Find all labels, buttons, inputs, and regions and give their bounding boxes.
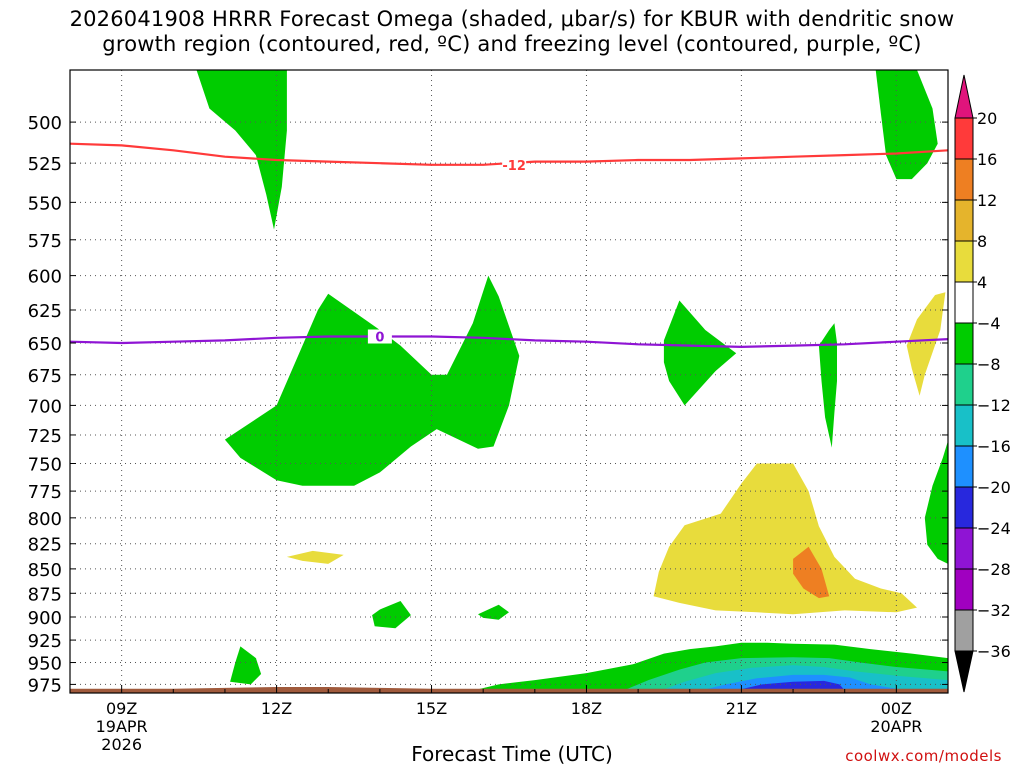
credit-link[interactable]: coolwx.com/models [845,747,1002,765]
colorbar-label-3: 8 [977,232,987,251]
y-axis: 500 525 550 575 600 625 650 675 700 725 750 775 800 8… [28,113,948,696]
omega-region-17 [286,550,344,564]
colorbar-band-0 [954,117,974,160]
y-tick-label-875: 875 [28,584,62,605]
colorbar-label-7: −12 [977,396,1011,415]
contour-layer: -12 0 [70,142,948,349]
y-tick-label-625: 625 [28,301,62,322]
omega-region-6 [372,601,411,629]
omega-region-20 [70,687,948,693]
y-tick-label-525: 525 [28,154,62,175]
colorbar-label-2: 12 [977,191,997,210]
colorbar-label-9: −20 [977,478,1011,497]
y-tick-label-725: 725 [28,426,62,447]
omega-region-8 [230,646,262,685]
colorbar-band-8 [954,445,974,488]
omega-region-4 [818,323,837,448]
colorbar-label-10: −24 [977,519,1011,538]
omega-region-5 [924,440,948,564]
y-tick-label-775: 775 [28,482,62,503]
x-tick-label-12-0: 12Z [261,699,292,718]
x-tick-label-9-0: 09Z [106,699,137,718]
colorbar-label-5: −4 [977,314,1001,333]
y-tick-label-800: 800 [28,509,62,530]
colorbar-band-6 [954,363,974,406]
colorbar-label-4: 4 [977,273,987,292]
y-tick-label-975: 975 [28,675,62,696]
omega-region-3 [663,300,737,406]
y-tick-label-950: 950 [28,654,62,675]
omega-region-16 [793,546,830,599]
x-tick-label-9-1: 19APR [96,717,148,736]
x-tick-label-24-1: 20APR [870,717,922,736]
x-tick-label-18-0: 18Z [571,699,602,718]
y-tick-label-850: 850 [28,560,62,581]
colorbar-bottom-arrow [954,650,974,693]
colorbar-band-4 [954,281,974,324]
omega-region-2 [224,275,520,486]
x-tick-label-15-0: 15Z [416,699,447,718]
freezing-contour-label: 0 [375,331,384,346]
omega-region-15 [653,463,917,615]
colorbar: 20 16 12 8 4 −4 −8 −12 −16 −20 −24 −28 −32 −36 [954,74,1011,693]
omega-shading-layer [70,70,948,693]
y-tick-label-700: 700 [28,396,62,417]
colorbar-band-12 [954,609,974,652]
plot-frame [69,69,949,694]
colorbar-label-11: −28 [977,560,1011,579]
colorbar-band-3 [954,240,974,283]
omega-region-0 [196,70,287,230]
colorbar-label-6: −8 [977,355,1001,374]
y-tick-label-825: 825 [28,535,62,556]
colorbar-band-11 [954,568,974,611]
omega-region-18 [906,292,946,396]
y-tick-label-600: 600 [28,267,62,288]
y-tick-label-925: 925 [28,631,62,652]
chart-title-line-2: growth region (contoured, red, ºC) and f… [102,32,922,56]
colorbar-top-arrow [954,74,974,119]
dendritic-contour-label: -12 [502,159,526,174]
chart-title-line-1: 2026041908 HRRR Forecast Omega (shaded, … [69,7,955,31]
x-tick-label-9-2: 2026 [101,735,142,754]
y-tick-label-675: 675 [28,366,62,387]
colorbar-label-0: 20 [977,109,997,128]
y-tick-label-900: 900 [28,608,62,629]
x-tick-label-24-0: 00Z [881,699,912,718]
y-tick-label-500: 500 [28,113,62,134]
colorbar-band-7 [954,404,974,447]
omega-region-13 [736,680,845,691]
colorbar-band-5 [954,322,974,365]
colorbar-band-9 [954,486,974,529]
colorbar-label-12: −32 [977,601,1011,620]
colorbar-label-1: 16 [977,150,997,169]
colorbar-label-13: −36 [977,642,1011,661]
y-tick-label-650: 650 [28,334,62,355]
x-tick-label-21-0: 21Z [726,699,757,718]
y-tick-label-750: 750 [28,454,62,475]
y-tick-label-575: 575 [28,231,62,252]
plot-border [69,69,949,694]
colorbar-label-8: −16 [977,437,1011,456]
colorbar-band-2 [954,199,974,242]
omega-region-7 [478,604,509,620]
freezing-contour-line [70,335,948,349]
colorbar-band-1 [954,158,974,201]
colorbar-band-10 [954,527,974,570]
y-tick-label-550: 550 [28,193,62,214]
x-axis-label: Forecast Time (UTC) [411,742,613,766]
